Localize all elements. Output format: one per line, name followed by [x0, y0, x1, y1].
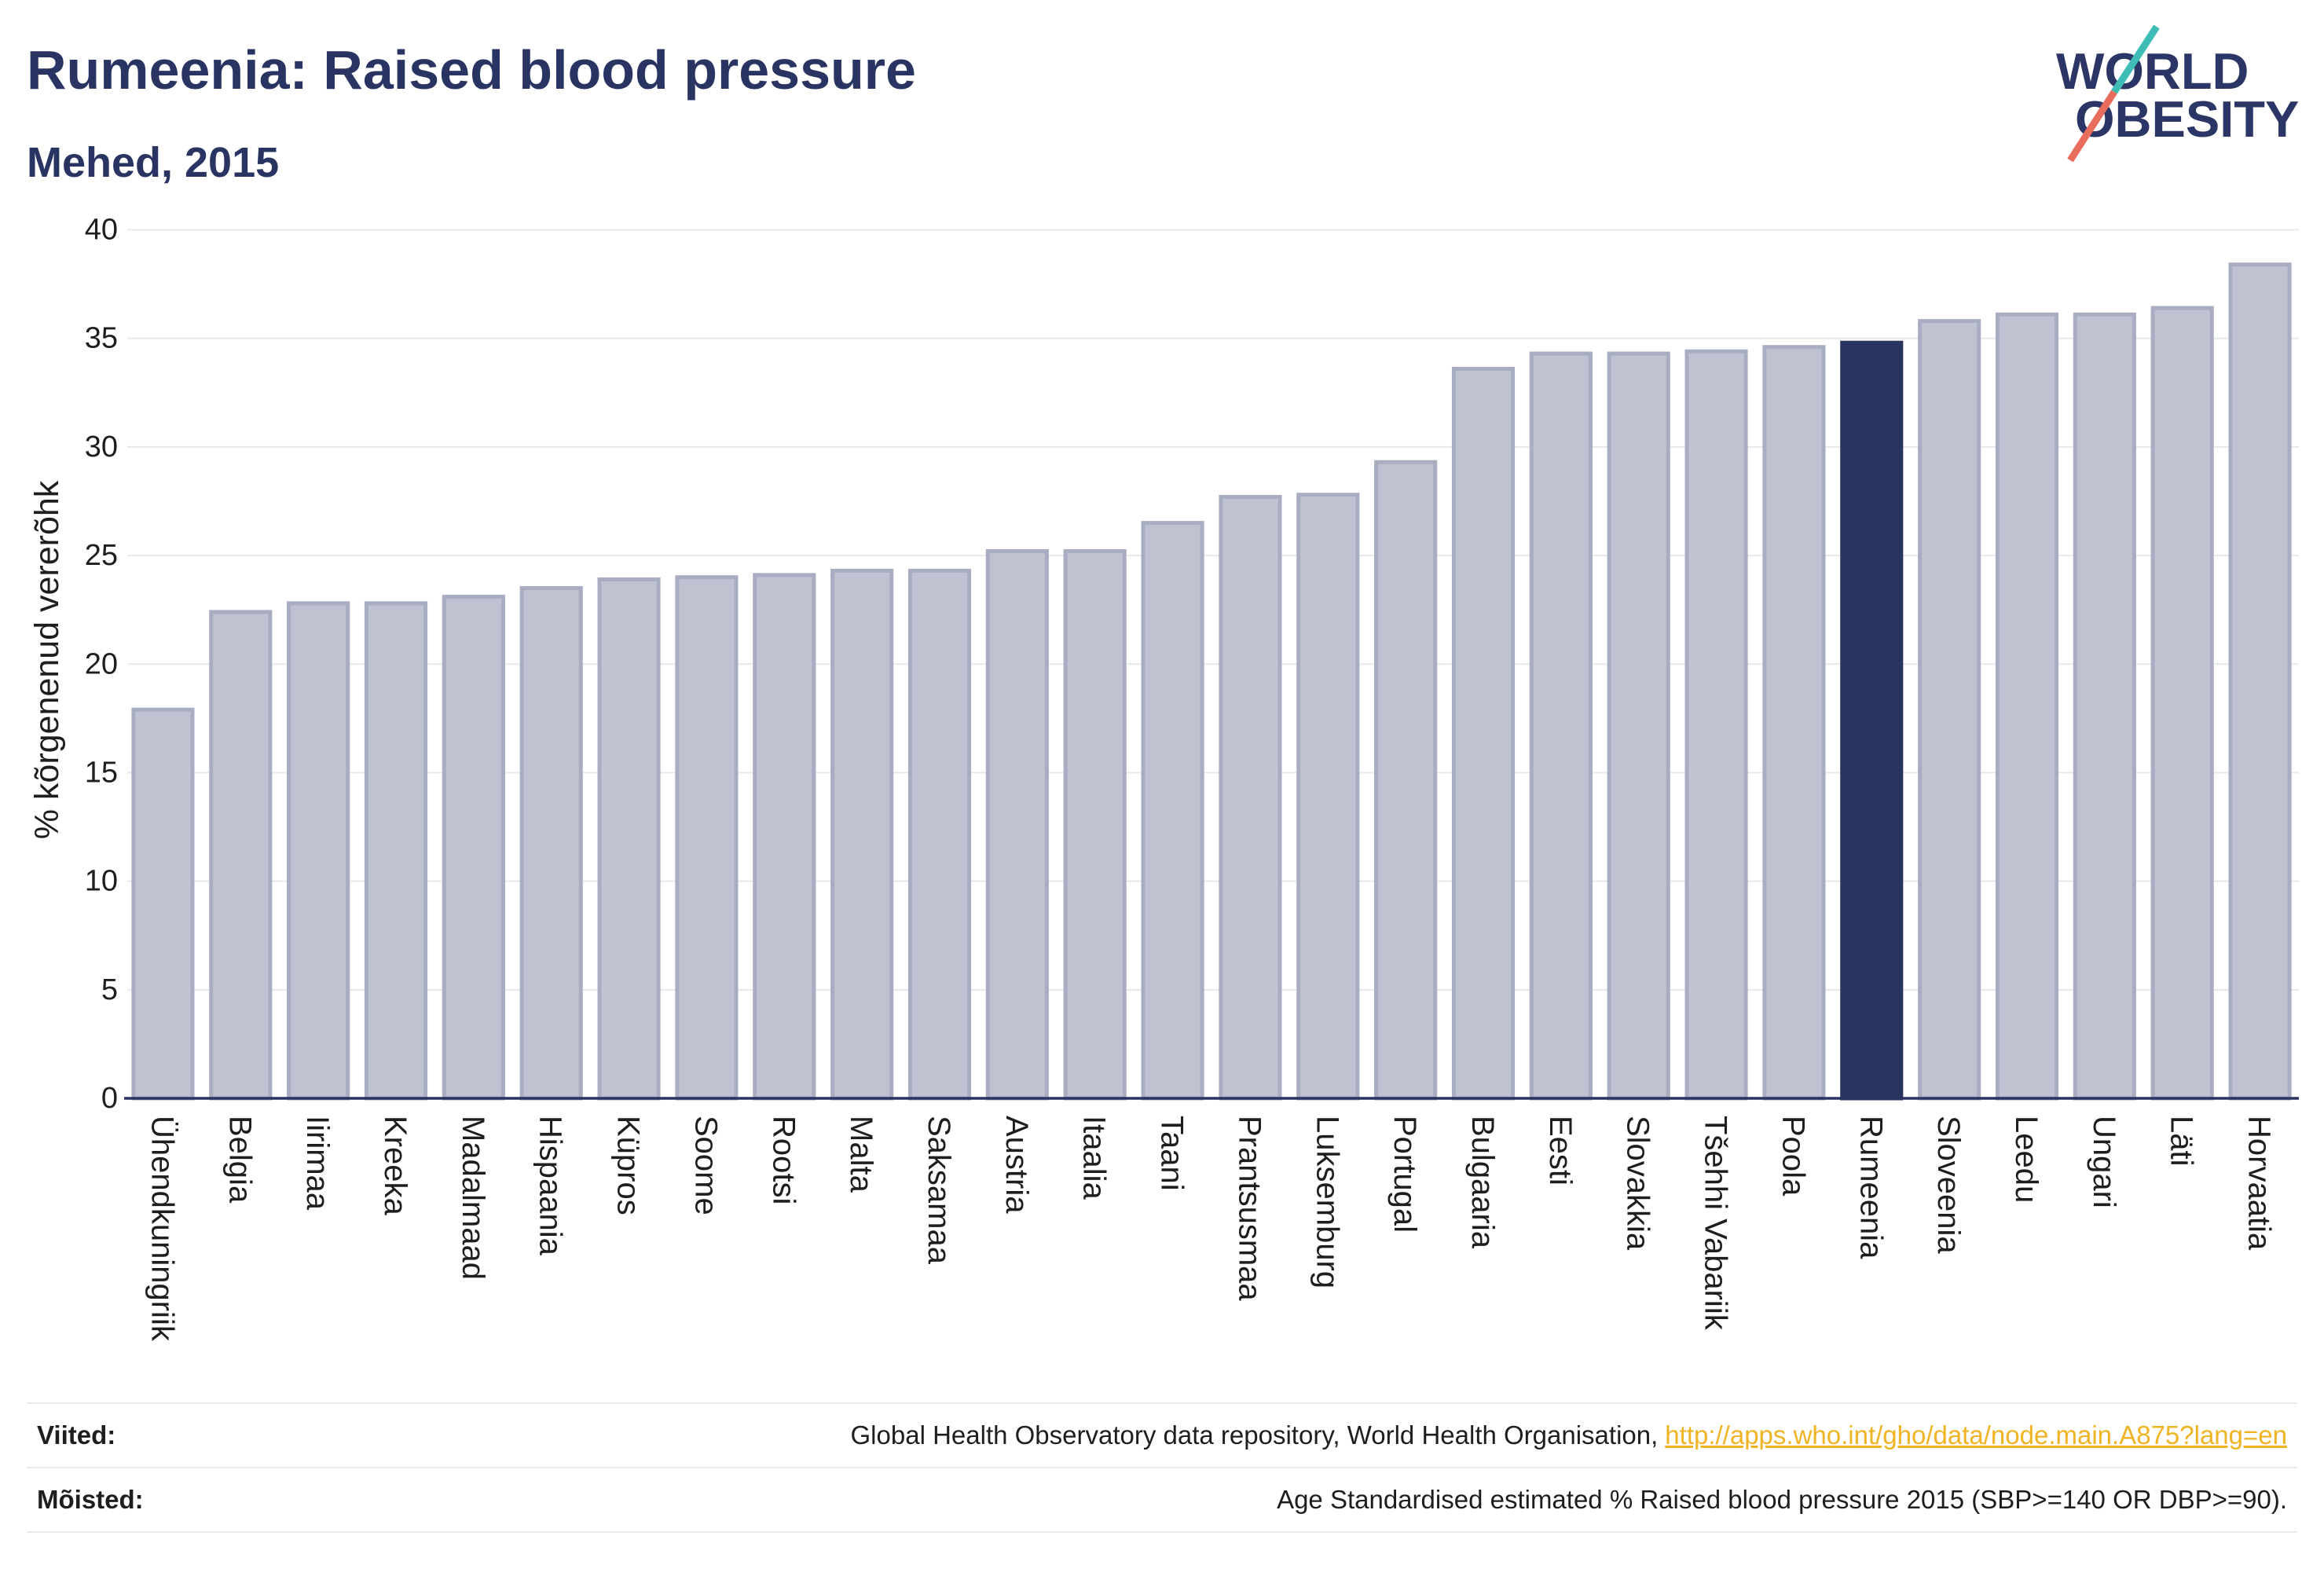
x-tick-label: Eesti [1543, 1116, 1578, 1186]
bar-malta [830, 568, 894, 1101]
bar-austria [985, 549, 1049, 1101]
x-tick-label: Bulgaaria [1465, 1116, 1500, 1249]
x-tick-label: Belgia [222, 1116, 257, 1204]
y-tick-label: 40 [85, 214, 118, 247]
sources-content: Global Health Observatory data repositor… [851, 1420, 2287, 1450]
bar-poola [1762, 345, 1826, 1101]
y-tick-label: 10 [85, 865, 118, 898]
x-tick-label: Poola [1776, 1116, 1810, 1197]
footer-divider [27, 1467, 2297, 1468]
bar-ungari [2073, 312, 2136, 1101]
bar-hispaania [519, 586, 583, 1101]
x-tick-label: Soome [688, 1116, 723, 1215]
y-axis-ticks: 0 5 10 15 20 25 30 35 40 [85, 214, 118, 1116]
logo-slash-top [2111, 24, 2160, 94]
x-tick-label: Rumeenia [1853, 1116, 1888, 1259]
sources-label: Viited: [37, 1420, 116, 1450]
y-tick-label: 30 [85, 431, 118, 464]
x-tick-label: Leedu [2009, 1116, 2044, 1203]
chart-footer: Viited: Global Health Observatory data r… [27, 1402, 2297, 1533]
y-tick-label: 15 [85, 756, 118, 789]
bar-sloveenia [1918, 319, 1981, 1101]
bar-rootsi [753, 573, 816, 1101]
x-tick-label: Küpros [611, 1116, 646, 1215]
x-tick-label: Tšehhi Vabariik [1699, 1116, 1733, 1331]
bar-slovakkia [1607, 351, 1670, 1101]
sources-row: Viited: Global Health Observatory data r… [27, 1404, 2297, 1467]
footer-divider [27, 1531, 2297, 1533]
x-tick-label: Itaalia [1077, 1116, 1112, 1200]
y-tick-label: 5 [101, 973, 118, 1006]
x-tick-label: Saksamaa [922, 1116, 956, 1265]
chart-title: Rumeenia: Raised blood pressure [27, 39, 916, 101]
x-tick-label: Malta [844, 1116, 878, 1193]
y-axis-title: % kõrgenenud vererõhk [28, 480, 66, 839]
x-axis-ticks: Ühendkuningriik Belgia Iirimaa Kreeka Madalm… [145, 1116, 2276, 1342]
footer-divider [27, 1402, 2297, 1404]
definitions-row: Mõisted: Age Standardised estimated % Ra… [27, 1468, 2297, 1531]
sources-link[interactable]: http://apps.who.int/gho/data/node.main.A… [1665, 1420, 2287, 1450]
bar-leedu [1995, 312, 2059, 1101]
bar-kreeka [364, 601, 428, 1101]
bar-uhendkuningriik [131, 707, 195, 1101]
bars [131, 262, 2292, 1101]
x-tick-label: Iirimaa [300, 1116, 335, 1211]
bar-taani [1141, 521, 1204, 1101]
x-tick-label: Taani [1155, 1116, 1189, 1191]
bar-soome [675, 575, 739, 1101]
bar-luksemburg [1296, 493, 1360, 1101]
x-tick-label: Hispaania [533, 1116, 568, 1256]
bar-chart: % kõrgenenud vererõhk 0 5 10 15 20 25 30 35 40 Üh… [28, 214, 2299, 1342]
definitions-label: Mõisted: [37, 1485, 144, 1514]
x-tick-label: Madalmaad [456, 1116, 490, 1280]
y-tick-label: 35 [85, 322, 118, 355]
x-tick-label: Austria [999, 1116, 1034, 1214]
x-tick-label: Slovakkia [1621, 1116, 1655, 1251]
x-tick-label: Kreeka [378, 1116, 412, 1215]
bar-belgia [209, 610, 273, 1101]
y-tick-label: 25 [85, 539, 118, 572]
x-tick-label: Läti [2165, 1116, 2199, 1167]
bar-rumeenia [1840, 340, 1904, 1101]
bar-iirimaa [287, 601, 350, 1101]
bar-saksamaa [907, 568, 972, 1101]
x-tick-label: Ungari [2087, 1116, 2121, 1208]
bar-eesti [1529, 351, 1593, 1101]
definitions-text: Age Standardised estimated % Raised bloo… [1277, 1485, 2287, 1514]
x-tick-label: Prantsusmaa [1232, 1116, 1266, 1301]
bar-bulgaaria [1451, 366, 1516, 1101]
bar-itaalia [1063, 549, 1127, 1101]
bar-portugal [1374, 460, 1438, 1101]
x-tick-label: Luksemburg [1310, 1116, 1344, 1288]
bar-horvaatia [2228, 262, 2292, 1101]
x-tick-label: Portugal [1387, 1116, 1422, 1233]
logo-slash-bottom [2067, 90, 2117, 163]
x-tick-label: Horvaatia [2242, 1116, 2277, 1251]
bar-prantsusmaa [1219, 494, 1282, 1101]
bar-madalmaad [442, 595, 505, 1101]
bar-lati [2150, 306, 2214, 1101]
sources-text: Global Health Observatory data repositor… [850, 1420, 1659, 1450]
world-obesity-logo: WORLD OBESITY [2056, 24, 2299, 163]
logo-word-world: WORLD [2056, 42, 2249, 100]
y-tick-label: 20 [85, 647, 118, 680]
x-tick-label: Sloveenia [1931, 1116, 1966, 1254]
x-tick-label: Rootsi [766, 1116, 801, 1204]
bar-kupros [597, 577, 661, 1101]
bar-tsehhi-vabariik [1684, 349, 1748, 1101]
chart-subtitle: Mehed, 2015 [27, 139, 280, 186]
y-tick-label: 0 [101, 1082, 118, 1115]
x-tick-label: Ühendkuningriik [145, 1116, 179, 1342]
